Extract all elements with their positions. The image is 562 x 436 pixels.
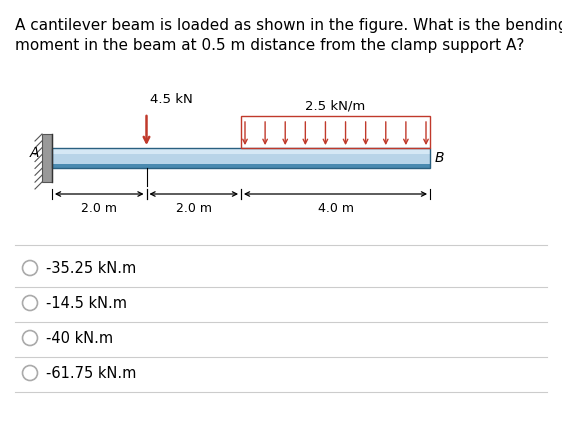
Text: A cantilever beam is loaded as shown in the figure. What is the bending: A cantilever beam is loaded as shown in … <box>15 18 562 33</box>
Bar <box>52 154 430 164</box>
Text: 2.5 kN/m: 2.5 kN/m <box>305 99 366 112</box>
Text: 2.0 m: 2.0 m <box>176 202 212 215</box>
Text: -61.75 kN.m: -61.75 kN.m <box>46 365 136 381</box>
Text: 4.0 m: 4.0 m <box>318 202 353 215</box>
Bar <box>52 148 430 154</box>
Text: -40 kN.m: -40 kN.m <box>46 330 112 345</box>
Bar <box>42 134 52 182</box>
Bar <box>52 148 430 168</box>
Text: A: A <box>29 146 39 160</box>
Text: B: B <box>435 151 445 165</box>
Text: 4.5 kN: 4.5 kN <box>151 93 193 106</box>
Text: -35.25 kN.m: -35.25 kN.m <box>46 260 136 276</box>
Text: -14.5 kN.m: -14.5 kN.m <box>46 296 126 310</box>
Bar <box>52 164 430 168</box>
Bar <box>241 116 430 148</box>
Text: 2.0 m: 2.0 m <box>81 202 117 215</box>
Text: moment in the beam at 0.5 m distance from the clamp support A?: moment in the beam at 0.5 m distance fro… <box>15 38 524 53</box>
